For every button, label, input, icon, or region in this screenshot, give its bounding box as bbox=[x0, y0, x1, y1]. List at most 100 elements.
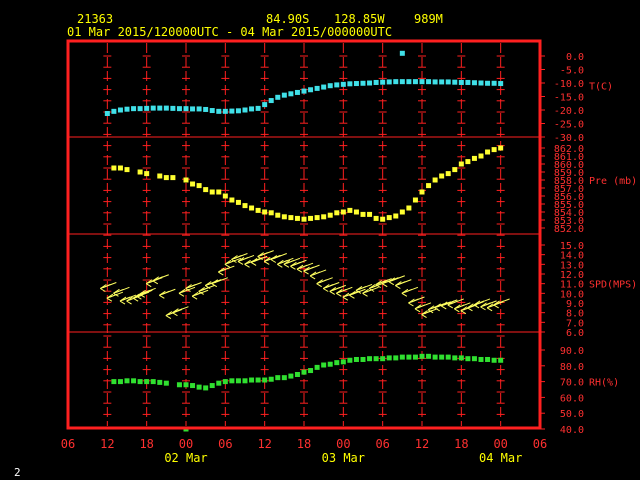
y-tick-label: 855.0 bbox=[554, 200, 584, 211]
wind-arrow-barb bbox=[326, 284, 334, 288]
temp-point bbox=[157, 105, 163, 111]
wind-arrow-mark bbox=[303, 264, 320, 275]
wind-arrow-mark bbox=[270, 253, 287, 263]
wind-arrow-head bbox=[434, 307, 440, 312]
temp-point bbox=[150, 105, 156, 111]
rh-point bbox=[255, 377, 261, 383]
rh-point bbox=[399, 354, 405, 360]
pres-point bbox=[203, 187, 209, 193]
wind-arrow-head bbox=[113, 288, 120, 294]
wind-arrow-barb bbox=[457, 304, 465, 309]
pres-point bbox=[170, 175, 176, 181]
wind-arrow-head bbox=[408, 298, 415, 304]
wind-arrow-head bbox=[113, 292, 119, 297]
wind-arrow-head bbox=[152, 276, 160, 282]
y-tick-label: 11.0 bbox=[560, 280, 584, 291]
panel-label-rh: RH(%) bbox=[589, 378, 619, 389]
rh-point bbox=[380, 356, 386, 362]
wind-arrow-barb bbox=[162, 290, 170, 295]
rh-point bbox=[301, 369, 307, 375]
wind-arrow-mark bbox=[296, 262, 314, 273]
rh-point bbox=[190, 383, 196, 389]
x-tick-label: 18 bbox=[454, 437, 468, 451]
wind-arrow-head bbox=[224, 259, 232, 265]
wind-arrow-head bbox=[414, 304, 422, 310]
corner-label: 2 bbox=[14, 466, 21, 479]
x-tick-label: 06 bbox=[218, 437, 232, 451]
x-date-label: 03 Mar bbox=[322, 451, 365, 465]
pres-point bbox=[137, 169, 143, 175]
x-tick-label: 00 bbox=[336, 437, 350, 451]
pres-point bbox=[294, 215, 300, 221]
wind-arrow-head bbox=[375, 280, 382, 286]
wind-arrow-mark bbox=[480, 300, 497, 311]
wind-arrow-head bbox=[198, 290, 204, 295]
temp-point bbox=[255, 105, 261, 111]
wind-arrow-head bbox=[303, 270, 309, 275]
wind-arrow-head bbox=[204, 285, 211, 290]
wind-arrow-head bbox=[139, 289, 146, 295]
wind-arrow-mark bbox=[440, 299, 458, 310]
station-elevation: 989M bbox=[414, 12, 443, 26]
pres-point bbox=[222, 193, 228, 199]
wind-arrow-head bbox=[460, 306, 468, 312]
wind-arrow-head bbox=[237, 261, 244, 265]
rh-point bbox=[439, 354, 445, 360]
wind-arrow-head bbox=[381, 279, 389, 285]
wind-arrow-barb bbox=[260, 252, 268, 257]
x-tick-label: 06 bbox=[533, 437, 547, 451]
wind-arrow-barb bbox=[253, 257, 262, 262]
temp-point bbox=[216, 108, 222, 114]
wind-arrow-barb bbox=[103, 284, 111, 288]
wind-arrow-head bbox=[159, 294, 165, 299]
wind-arrow-head bbox=[198, 286, 205, 292]
wind-arrow-mark bbox=[395, 279, 412, 290]
temp-point bbox=[176, 106, 182, 112]
wind-arrow-head bbox=[106, 293, 114, 299]
wind-arrow-barb bbox=[411, 298, 419, 303]
rh-point bbox=[275, 375, 281, 381]
temp-point bbox=[347, 81, 353, 87]
pres-point bbox=[255, 207, 261, 213]
pres-point bbox=[229, 197, 235, 203]
wind-arrow-head bbox=[283, 263, 290, 268]
wind-arrow-barb bbox=[450, 300, 458, 305]
wind-arrow-head bbox=[460, 310, 467, 315]
wind-arrow-head bbox=[283, 259, 291, 265]
wind-arrow-head bbox=[257, 256, 263, 261]
y-tick-label: 14.0 bbox=[560, 251, 584, 262]
rh-point bbox=[209, 383, 215, 389]
wind-arrow-barb bbox=[398, 281, 406, 286]
rh-point bbox=[432, 354, 438, 360]
wind-arrow-head bbox=[395, 281, 402, 287]
temp-point bbox=[406, 79, 412, 85]
wind-arrow-mark bbox=[336, 286, 353, 297]
wind-arrow-head bbox=[408, 302, 414, 307]
temp-point bbox=[281, 92, 287, 98]
wind-arrow-barb bbox=[496, 300, 504, 305]
wind-arrow-head bbox=[204, 281, 212, 287]
y-tick-label: -15.0 bbox=[554, 93, 584, 104]
panel-label-wind: SPD(MPS) bbox=[589, 280, 637, 291]
wind-arrow-head bbox=[421, 310, 428, 316]
pres-point bbox=[458, 161, 464, 167]
wind-arrow-head bbox=[172, 308, 179, 314]
wind-arrow-head bbox=[336, 288, 343, 294]
wind-arrow-mark bbox=[309, 269, 327, 280]
wind-arrow-mark bbox=[224, 257, 242, 268]
temp-point bbox=[275, 94, 281, 100]
x-tick-label: 18 bbox=[139, 437, 153, 451]
rh-point bbox=[281, 375, 287, 381]
pres-point bbox=[445, 171, 451, 177]
wind-arrow-mark bbox=[290, 259, 307, 270]
wind-arrow-mark bbox=[198, 284, 215, 295]
wind-arrow-barb bbox=[306, 266, 314, 271]
pres-point bbox=[452, 167, 458, 173]
wind-arrow-head bbox=[159, 290, 166, 296]
rh-point bbox=[249, 377, 255, 383]
wind-arrow-barb bbox=[417, 304, 426, 309]
rh-point bbox=[308, 368, 314, 374]
y-tick-label: 60.0 bbox=[560, 393, 584, 404]
wind-arrow-head bbox=[362, 288, 369, 294]
